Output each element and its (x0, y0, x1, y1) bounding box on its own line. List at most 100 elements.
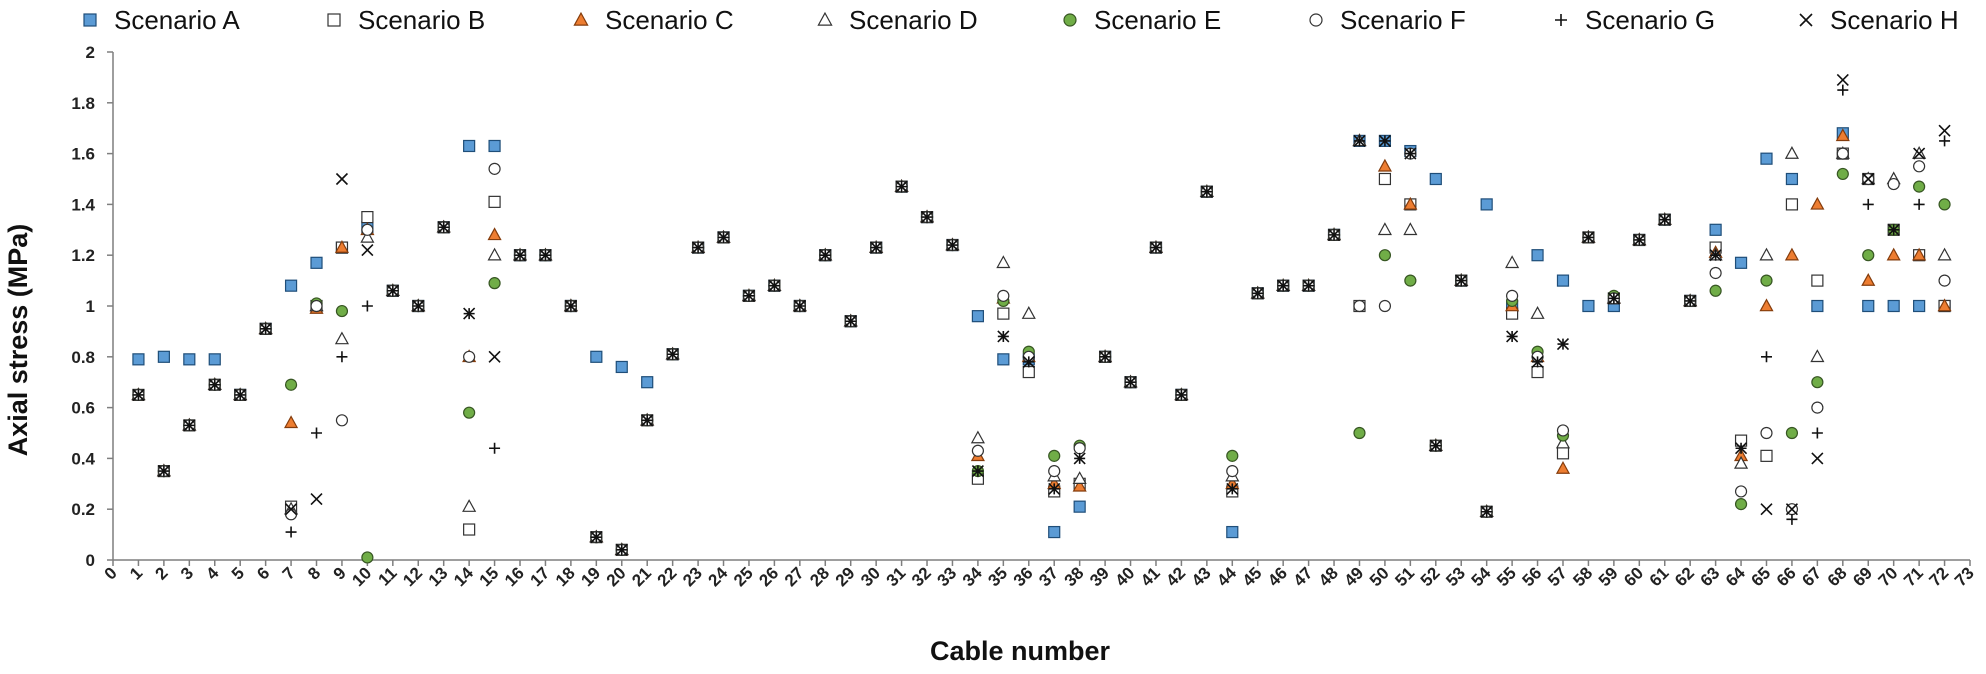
data-point (1836, 73, 1849, 87)
data-point (1759, 247, 1774, 261)
data-points (131, 73, 1952, 564)
x-tick-label: 35 (984, 563, 1011, 590)
data-point (1607, 292, 1620, 305)
x-tick-label: 2 (152, 563, 172, 583)
data-point (487, 247, 502, 261)
data-point (1785, 426, 1799, 440)
x-tick-label: 23 (679, 563, 706, 590)
x-tick-label: 32 (908, 563, 935, 590)
data-point (132, 388, 145, 401)
data-point (1836, 147, 1849, 160)
data-point (793, 299, 806, 313)
data-point (1939, 135, 1951, 147)
data-point (1810, 349, 1825, 363)
legend-label: Scenario H (1830, 5, 1959, 35)
data-point (996, 255, 1011, 269)
data-point (1760, 274, 1773, 287)
x-tick-label: 3 (177, 563, 197, 583)
data-point (1377, 222, 1392, 236)
data-point (1480, 198, 1493, 211)
data-point (284, 415, 299, 429)
data-point (1327, 228, 1341, 241)
x-tick-label: 30 (857, 563, 884, 590)
data-point (463, 523, 476, 536)
data-point (641, 414, 654, 427)
x-tick-label: 26 (755, 563, 782, 590)
legend-item: Scenario F (1309, 5, 1466, 35)
data-point (1709, 223, 1722, 236)
data-point (1784, 146, 1799, 159)
data-point (1836, 167, 1849, 181)
data-point (311, 427, 323, 439)
data-point (1556, 447, 1570, 460)
data-point (1403, 196, 1418, 210)
data-point (1938, 198, 1951, 211)
y-axis-ticks: 0 0.2 0.4 0.6 0.8 1 1.2 1.4 1.6 1.8 2 (71, 43, 113, 570)
data-point (1913, 180, 1926, 193)
x-tick-label: 13 (425, 563, 452, 590)
data-point (284, 378, 298, 391)
data-point (1149, 241, 1163, 254)
data-point (1073, 452, 1086, 465)
data-point (1709, 249, 1722, 262)
data-point (183, 353, 196, 366)
x-tick-label: 16 (501, 563, 528, 590)
data-point (1353, 134, 1366, 147)
data-point (1811, 452, 1824, 465)
y-tick-label: 0.4 (71, 449, 95, 468)
data-point (1886, 247, 1901, 261)
data-point (1786, 513, 1798, 525)
data-point (819, 249, 832, 262)
legend-label: Scenario E (1094, 5, 1221, 35)
data-point (361, 244, 374, 257)
x-axis-title: Cable number (930, 636, 1111, 666)
x-tick-label: 72 (1926, 563, 1953, 590)
data-point (1022, 365, 1035, 379)
data-point (1913, 160, 1926, 173)
data-point (361, 300, 373, 312)
series-f (132, 147, 1951, 556)
legend-label: Scenario B (358, 5, 485, 35)
legend-label: Scenario F (1340, 5, 1466, 35)
x-tick-label: 25 (730, 563, 757, 590)
x-tick-label: 42 (1162, 563, 1189, 590)
x-tick-label: 52 (1417, 563, 1444, 590)
data-point (437, 221, 450, 234)
data-point (488, 162, 501, 175)
data-point (1505, 255, 1520, 269)
data-point (1048, 449, 1061, 462)
data-point (590, 350, 603, 363)
data-point (1811, 299, 1824, 313)
data-point (895, 180, 908, 193)
y-tick-label: 0 (86, 551, 95, 570)
data-point (1378, 299, 1392, 313)
data-point (1226, 465, 1239, 478)
data-point (361, 551, 374, 564)
x-tick-label: 46 (1264, 563, 1291, 590)
x-tick-label: 39 (1086, 563, 1113, 590)
x-tick-label: 59 (1595, 563, 1622, 590)
data-point (946, 238, 959, 252)
x-tick-label: 7 (279, 563, 299, 583)
data-point (1760, 152, 1773, 165)
data-point (1861, 273, 1876, 286)
data-point (539, 249, 552, 262)
series-a (132, 127, 1951, 539)
legend-marker (83, 13, 97, 27)
y-tick-label: 2 (86, 43, 95, 62)
data-point (386, 284, 399, 297)
x-tick-label: 61 (1646, 563, 1673, 590)
data-point (1633, 233, 1646, 247)
data-point (666, 348, 679, 361)
legend-marker (817, 11, 833, 26)
legend-item: Scenario A (83, 5, 240, 35)
x-tick-label: 22 (654, 563, 681, 590)
data-point (1378, 134, 1391, 147)
x-tick-label: 55 (1493, 563, 1520, 590)
data-point (1048, 465, 1061, 478)
data-point (234, 388, 247, 401)
data-point (1530, 306, 1545, 319)
data-point (1734, 485, 1748, 498)
data-point (462, 499, 477, 512)
data-point (1887, 299, 1900, 313)
